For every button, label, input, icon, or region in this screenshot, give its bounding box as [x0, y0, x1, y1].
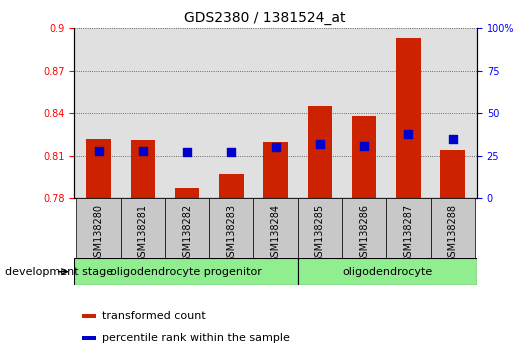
Point — [183, 149, 191, 155]
Text: percentile rank within the sample: percentile rank within the sample — [102, 333, 290, 343]
Bar — [386, 198, 430, 258]
Text: GSM138287: GSM138287 — [403, 204, 413, 263]
Bar — [342, 198, 386, 258]
Bar — [352, 116, 376, 198]
Bar — [165, 198, 209, 258]
Point — [94, 148, 103, 154]
Bar — [430, 198, 475, 258]
Text: GSM138286: GSM138286 — [359, 204, 369, 263]
Bar — [440, 150, 465, 198]
Bar — [82, 336, 96, 340]
Point — [138, 148, 147, 154]
Text: development stage: development stage — [5, 267, 113, 277]
Text: GDS2380 / 1381524_at: GDS2380 / 1381524_at — [184, 11, 346, 25]
Text: oligodendrocyte: oligodendrocyte — [342, 267, 432, 277]
Point — [448, 136, 457, 142]
Bar — [219, 174, 243, 198]
Text: GSM138285: GSM138285 — [315, 204, 325, 263]
Bar — [121, 198, 165, 258]
Bar — [396, 38, 421, 198]
Bar — [308, 106, 332, 198]
Text: oligodendrocyte progenitor: oligodendrocyte progenitor — [110, 267, 262, 277]
Bar — [253, 198, 298, 258]
Point — [316, 141, 324, 147]
Text: transformed count: transformed count — [102, 311, 206, 321]
Point — [271, 144, 280, 150]
Point — [404, 131, 413, 137]
Bar — [263, 142, 288, 198]
Bar — [175, 188, 199, 198]
Text: GSM138282: GSM138282 — [182, 204, 192, 263]
Bar — [298, 198, 342, 258]
Point — [227, 149, 235, 155]
Bar — [74, 258, 298, 285]
Bar — [76, 198, 121, 258]
Bar — [298, 258, 477, 285]
Bar — [86, 139, 111, 198]
Bar — [82, 314, 96, 318]
Point — [360, 143, 368, 148]
Text: GSM138281: GSM138281 — [138, 204, 148, 263]
Text: GSM138280: GSM138280 — [94, 204, 103, 263]
Text: GSM138288: GSM138288 — [448, 204, 457, 263]
Bar — [209, 198, 253, 258]
Text: GSM138283: GSM138283 — [226, 204, 236, 263]
Bar — [130, 140, 155, 198]
Text: GSM138284: GSM138284 — [271, 204, 280, 263]
